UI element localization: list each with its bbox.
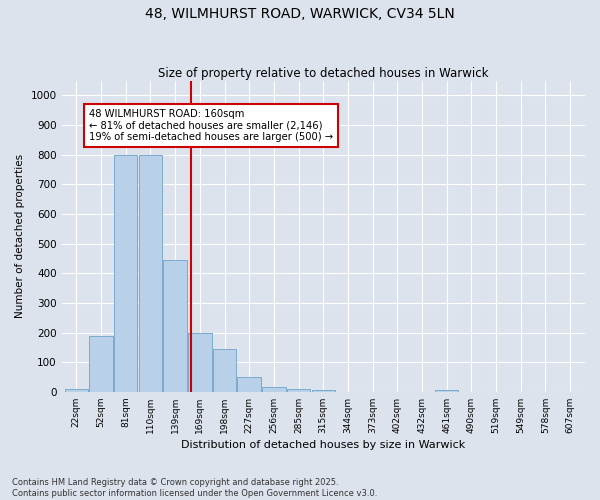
Bar — [163, 260, 187, 392]
Bar — [65, 389, 88, 392]
Bar — [238, 377, 261, 392]
Bar — [89, 336, 113, 392]
Bar — [139, 155, 162, 392]
Bar — [435, 390, 458, 392]
Bar — [213, 349, 236, 392]
Bar — [114, 155, 137, 392]
Text: Contains HM Land Registry data © Crown copyright and database right 2025.
Contai: Contains HM Land Registry data © Crown c… — [12, 478, 377, 498]
Bar — [262, 388, 286, 392]
Text: 48 WILMHURST ROAD: 160sqm
← 81% of detached houses are smaller (2,146)
19% of se: 48 WILMHURST ROAD: 160sqm ← 81% of detac… — [89, 109, 333, 142]
Text: 48, WILMHURST ROAD, WARWICK, CV34 5LN: 48, WILMHURST ROAD, WARWICK, CV34 5LN — [145, 8, 455, 22]
Bar — [311, 390, 335, 392]
X-axis label: Distribution of detached houses by size in Warwick: Distribution of detached houses by size … — [181, 440, 466, 450]
Y-axis label: Number of detached properties: Number of detached properties — [15, 154, 25, 318]
Bar — [287, 389, 310, 392]
Title: Size of property relative to detached houses in Warwick: Size of property relative to detached ho… — [158, 66, 488, 80]
Bar — [188, 332, 212, 392]
